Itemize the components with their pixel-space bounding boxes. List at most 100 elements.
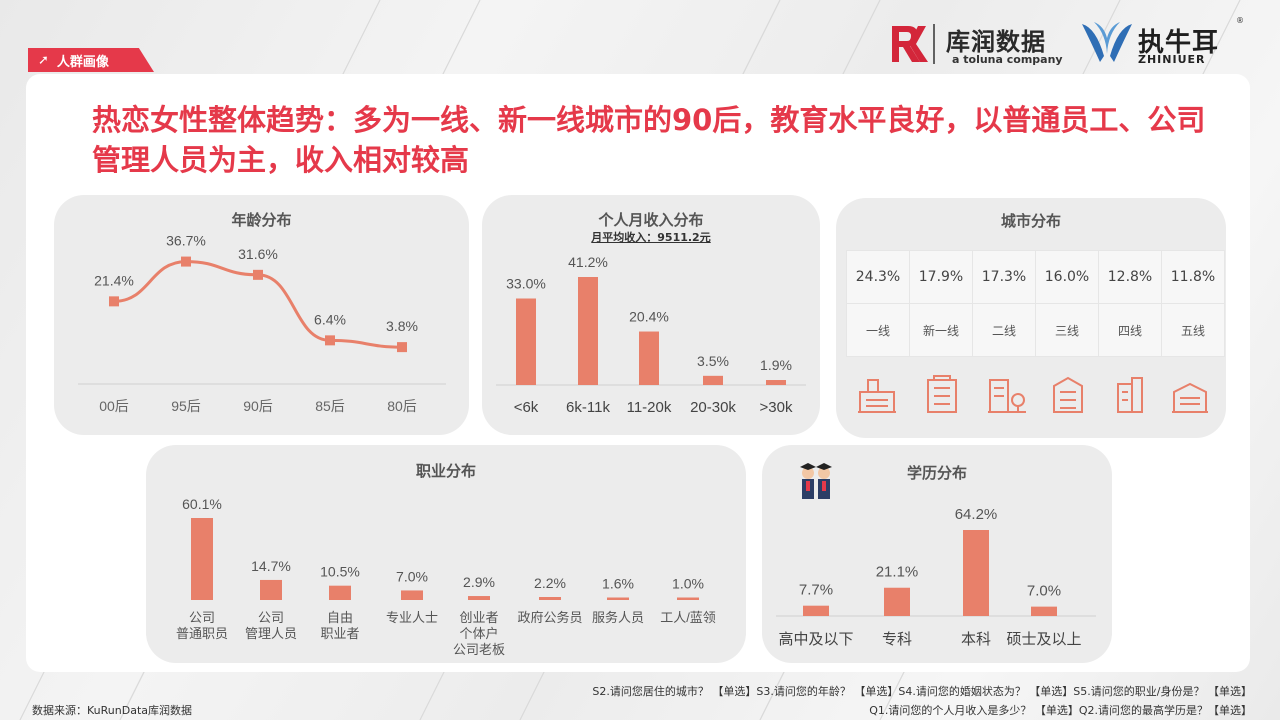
age-point — [253, 269, 263, 280]
zhiniuer-brand-cn: 执牛耳 — [1138, 28, 1220, 58]
age-tick-label: 95后 — [171, 398, 201, 414]
job-tick-label: 管理人员 — [245, 626, 297, 641]
city-panel-title: 城市分布 — [1000, 212, 1061, 230]
job-panel-title: 职业分布 — [415, 462, 476, 480]
age-panel: 年龄分布 21.4% 00后 36.7% 95后 31.6% 90后 6.4% 85后 3.8%… — [54, 195, 469, 435]
job-bar — [401, 590, 423, 600]
arrow-icon: ➚ — [38, 52, 49, 68]
job-tick-label: 创业者 — [459, 610, 498, 625]
graduates-icon — [800, 463, 832, 499]
income-panel-subtitle: 月平均收入：9511.2元 — [591, 231, 711, 244]
age-value-label: 31.6% — [238, 246, 278, 262]
age-value-label: 6.4% — [314, 311, 346, 327]
job-bar — [329, 585, 351, 600]
building-tree-icon — [988, 379, 1026, 413]
city-name-cell: 三线 — [1035, 303, 1099, 357]
age-tick-label: 00后 — [99, 398, 129, 414]
job-bar — [468, 596, 490, 600]
income-tick-label: <6k — [514, 399, 539, 416]
job-value-label: 1.6% — [602, 576, 634, 592]
job-bar — [191, 518, 213, 600]
footer-questions-2: Q1.请问您的个人月收入是多少？ 【单选】Q2.请问您的最高学历是？【单选】 — [869, 704, 1252, 717]
job-bar — [607, 597, 629, 600]
city-value-cell: 12.8% — [1098, 250, 1162, 304]
age-tick-label: 80后 — [387, 398, 417, 414]
job-tick-label: 公司老板 — [453, 642, 505, 657]
edu-bar — [1031, 606, 1057, 616]
job-tick-label: 政府公务员 — [517, 610, 582, 625]
edu-value-label: 7.7% — [799, 582, 833, 599]
kurun-brand-text: 库润数据 — [946, 28, 1046, 56]
section-tag-label: 人群画像 — [56, 54, 109, 70]
city-value-cell: 24.3% — [846, 250, 910, 304]
page-title: 热恋女性整体趋势：多为一线、新一线城市的90后，教育水平良好，以普通员工、公司管… — [92, 103, 1206, 177]
city-name-cell: 一线 — [846, 303, 910, 357]
job-value-label: 60.1% — [182, 496, 222, 512]
low-building-icon — [1172, 382, 1208, 413]
city-value-cell: 17.9% — [909, 250, 973, 304]
city-value-cell: 17.3% — [972, 250, 1036, 304]
age-point — [325, 335, 335, 346]
job-value-label: 2.9% — [463, 574, 495, 590]
income-value-label: 41.2% — [568, 254, 608, 270]
job-value-label: 7.0% — [396, 568, 428, 584]
age-value-label: 21.4% — [94, 272, 134, 288]
registered-mark: ® — [1236, 16, 1244, 25]
city-name-cell: 新一线 — [909, 303, 973, 357]
age-tick-label: 85后 — [315, 398, 345, 414]
income-bar — [639, 331, 659, 385]
income-bar — [578, 277, 598, 385]
edu-tick-label: 高中及以下 — [778, 631, 853, 648]
edu-bar — [884, 587, 910, 616]
city-panel: 城市分布 24.3% 17.9% 17.3% 16.0% 12.8% 11.8% 一线 新一… — [836, 198, 1226, 438]
edu-value-label: 21.1% — [876, 564, 919, 581]
job-value-label: 1.0% — [672, 576, 704, 592]
edu-panel: 学历分布 7.7% 高中及以下 21.1% 专科 64.2% 本科 7.0% 硕士及以上 — [762, 445, 1112, 663]
age-line-chart: 21.4% 00后 36.7% 95后 31.6% 90后 6.4% 85后 3.8% 80后 — [78, 233, 446, 414]
age-point — [181, 256, 191, 267]
skyscraper-icon — [1117, 377, 1143, 413]
edu-bar — [963, 530, 989, 616]
edu-bar — [803, 605, 829, 616]
job-tick-label: 普通职员 — [176, 626, 228, 641]
job-tick-label: 公司 — [189, 610, 215, 625]
age-point — [109, 296, 119, 307]
job-tick-label: 公司 — [258, 610, 284, 625]
income-bar-chart: 33.0% <6k 41.2% 6k-11k 20.4% 11-20k 3.5% 20-30k… — [496, 254, 806, 416]
city-icons — [858, 375, 1208, 413]
footer-source: 数据来源：KuRunData库润数据 — [32, 704, 192, 717]
zhiniuer-brand-en: ZHINIUER — [1138, 53, 1206, 66]
edu-tick-label: 专科 — [882, 631, 912, 648]
footer-questions-1: S2.请问您居住的城市？ 【单选】S3.请问您的年龄？ 【单选】S4.请问您的婚… — [592, 685, 1252, 698]
income-value-label: 1.9% — [760, 357, 792, 373]
city-value-cell: 16.0% — [1035, 250, 1099, 304]
income-bar — [766, 380, 786, 385]
income-bar — [703, 375, 723, 385]
income-bar — [516, 298, 536, 385]
age-value-label: 3.8% — [386, 318, 418, 334]
job-bar — [677, 597, 699, 600]
income-tick-label: 20-30k — [690, 399, 736, 416]
job-value-label: 10.5% — [320, 564, 360, 580]
edu-tick-label: 硕士及以上 — [1006, 631, 1081, 648]
city-name-cell: 二线 — [972, 303, 1036, 357]
city-values-row: 24.3% 17.9% 17.3% 16.0% 12.8% 11.8% — [846, 250, 1225, 304]
age-point — [397, 342, 407, 353]
edu-value-label: 64.2% — [955, 506, 998, 523]
city-name-cell: 四线 — [1098, 303, 1162, 357]
city-table: 24.3% 17.9% 17.3% 16.0% 12.8% 11.8% 一线 新一线 二线 三线… — [846, 250, 1225, 357]
section-tag: ➚ 人群画像 — [28, 48, 154, 72]
income-tick-label: 6k-11k — [566, 399, 610, 416]
income-panel-title: 个人月收入分布 — [598, 211, 704, 229]
job-tick-label: 专业人士 — [386, 610, 438, 625]
zhiniuer-logo-icon — [1082, 22, 1132, 62]
edu-tick-label: 本科 — [961, 631, 991, 648]
city-value-cell: 11.8% — [1161, 250, 1225, 304]
kurun-logo-icon — [892, 24, 935, 64]
age-panel-title: 年龄分布 — [231, 211, 292, 229]
job-tick-label: 服务人员 — [592, 610, 644, 625]
income-value-label: 3.5% — [697, 353, 729, 369]
income-value-label: 20.4% — [629, 309, 669, 325]
income-panel: 个人月收入分布 月平均收入：9511.2元 33.0% <6k 41.2% 6k-11… — [482, 195, 820, 435]
